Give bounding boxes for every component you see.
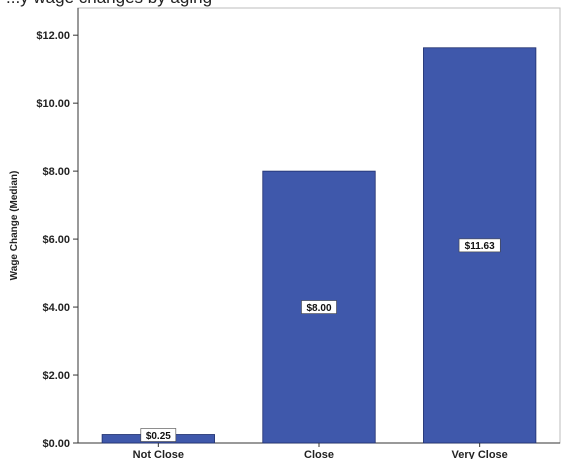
y-tick-label: $8.00 bbox=[42, 166, 70, 178]
y-tick-label: $10.00 bbox=[36, 98, 70, 110]
y-tick-label: $2.00 bbox=[42, 370, 70, 382]
y-axis: $0.00 $2.00 $4.00 $6.00 $8.00 $10.00 $12.00 bbox=[36, 30, 78, 450]
x-tick-label: Close bbox=[304, 449, 334, 459]
y-tick-label: $12.00 bbox=[36, 30, 70, 42]
data-label: $8.00 bbox=[306, 303, 331, 314]
y-tick-label: $6.00 bbox=[42, 234, 70, 246]
y-axis-label: Wage Change (Median) bbox=[9, 171, 20, 281]
header-fragment: ...y wage changes by aging bbox=[6, 0, 212, 8]
data-label: $0.25 bbox=[146, 431, 171, 442]
data-label-box bbox=[301, 300, 337, 314]
x-axis: Not Close Close Very Close bbox=[133, 443, 508, 459]
x-tick-label: Very Close bbox=[452, 449, 508, 459]
y-tick-label: $0.00 bbox=[42, 438, 70, 450]
data-label-box bbox=[458, 238, 501, 253]
data-label: $11.63 bbox=[465, 241, 495, 252]
y-tick-label: $4.00 bbox=[42, 302, 70, 314]
x-tick-label: Not Close bbox=[133, 449, 184, 459]
bars: $0.25 $8.00 $11.63 bbox=[101, 47, 537, 444]
data-label-box bbox=[140, 428, 177, 442]
